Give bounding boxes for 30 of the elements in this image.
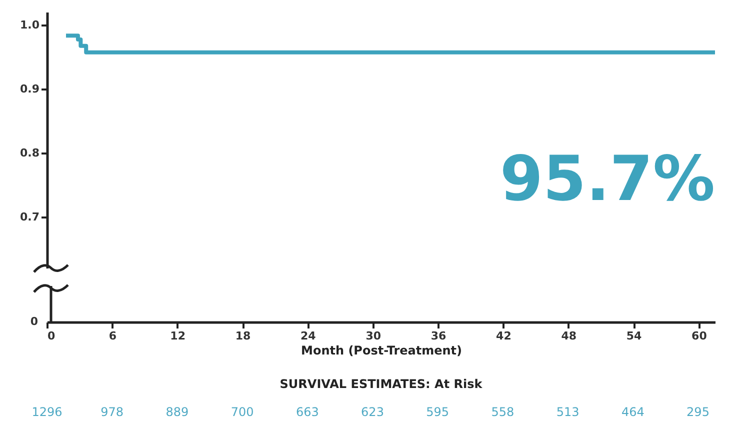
data-label: 595 <box>426 405 450 419</box>
x-tick-label: 18 <box>235 330 251 342</box>
y-tick-label: 1.0 <box>20 18 40 32</box>
x-tick-label: 12 <box>170 330 186 342</box>
x-tick-label: 24 <box>300 330 316 342</box>
data-label: 663 <box>296 405 319 419</box>
data-label: 464 <box>621 405 644 419</box>
x-tick-label: 60 <box>692 330 708 342</box>
data-label: 295 <box>686 405 710 419</box>
y-tick-label: 0.8 <box>20 146 40 160</box>
x-tick-label: 6 <box>108 330 117 342</box>
x-tick-label: 30 <box>366 330 382 342</box>
x-axis-title: Month (Post-Treatment) <box>301 344 462 358</box>
x-tick-label: 54 <box>626 330 642 342</box>
text: 0 <box>30 315 38 328</box>
data-label: 558 <box>491 405 514 419</box>
data-label: 623 <box>361 405 384 419</box>
y-tick-label: 0.9 <box>20 82 40 96</box>
x-tick-label: 0 <box>48 330 56 342</box>
data-label: 978 <box>100 405 124 419</box>
y-tick-label: 0.7 <box>20 210 40 224</box>
x-tick-label: 42 <box>496 330 512 342</box>
data-label: 1296 <box>32 405 62 419</box>
annotation: 95.7% <box>500 142 715 215</box>
x-tick-label: 48 <box>561 330 577 342</box>
data-label: 889 <box>166 405 189 419</box>
data-label: 700 <box>230 405 254 419</box>
text: SURVIVAL ESTIMATES: At Risk <box>280 377 484 391</box>
data-label: 513 <box>556 405 580 419</box>
x-tick-label: 36 <box>430 330 447 342</box>
